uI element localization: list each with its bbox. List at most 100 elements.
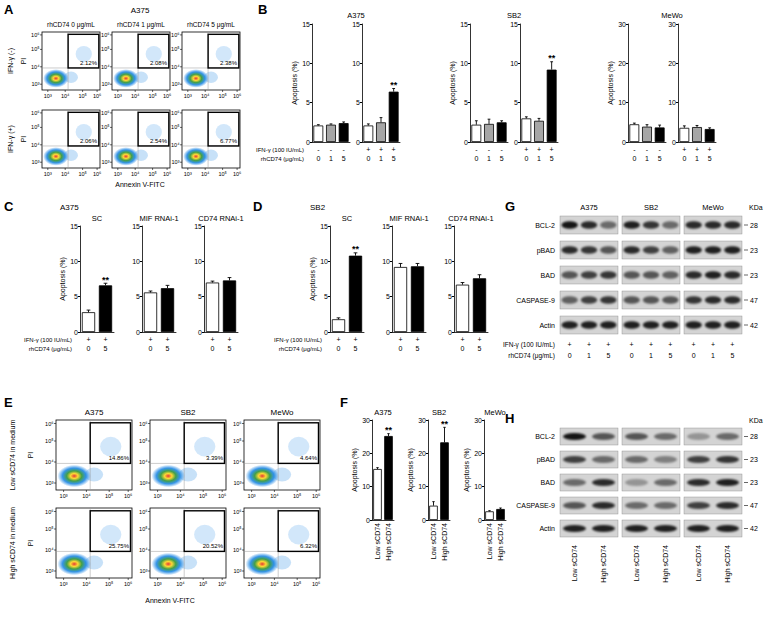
svg-text:SC: SC <box>342 214 353 223</box>
svg-text:10⁴: 10⁴ <box>233 547 242 553</box>
svg-text:23: 23 <box>750 272 758 279</box>
svg-text:10³: 10³ <box>184 171 192 177</box>
svg-text:5: 5 <box>478 345 482 352</box>
svg-text:B: B <box>258 2 267 17</box>
svg-text:SB2: SB2 <box>180 408 196 417</box>
svg-text:MIF RNAi-1: MIF RNAi-1 <box>139 214 178 223</box>
svg-text:0: 0 <box>149 345 153 352</box>
svg-text:10⁴: 10⁴ <box>201 171 210 177</box>
svg-text:pBAD: pBAD <box>537 456 555 464</box>
svg-text:23: 23 <box>750 456 758 463</box>
svg-text:10⁶: 10⁶ <box>312 581 320 587</box>
svg-text:10⁵: 10⁵ <box>78 171 86 177</box>
svg-text:10⁴: 10⁴ <box>61 93 70 99</box>
svg-text:2.12%: 2.12% <box>80 60 98 66</box>
svg-text:3.39%: 3.39% <box>206 455 224 461</box>
svg-text:5: 5 <box>708 155 712 162</box>
svg-text:10⁶: 10⁶ <box>218 493 226 499</box>
svg-text:5: 5 <box>668 352 672 359</box>
svg-text:10⁵: 10⁵ <box>199 581 207 587</box>
svg-text:+: + <box>695 146 699 153</box>
svg-text:+: + <box>606 341 610 348</box>
svg-text:rhCD74 (μg/mL): rhCD74 (μg/mL) <box>508 352 555 360</box>
svg-text:10³: 10³ <box>154 581 162 587</box>
svg-text:BAD: BAD <box>541 479 555 486</box>
svg-text:PI: PI <box>20 58 27 65</box>
svg-text:rhCD74 (μg/mL): rhCD74 (μg/mL) <box>261 156 304 162</box>
svg-text:10³: 10³ <box>248 493 256 499</box>
svg-text:6.32%: 6.32% <box>300 543 318 549</box>
svg-text:KDa: KDa <box>749 204 763 211</box>
svg-text:10³: 10³ <box>60 581 68 587</box>
svg-text:0: 0 <box>337 345 341 352</box>
svg-text:0: 0 <box>622 139 626 146</box>
svg-text:20: 20 <box>618 60 626 67</box>
svg-text:10: 10 <box>362 483 370 490</box>
svg-text:10⁶: 10⁶ <box>312 493 320 499</box>
svg-text:E: E <box>4 395 13 410</box>
svg-text:10: 10 <box>382 258 390 265</box>
svg-text:MIF RNAi-1: MIF RNAi-1 <box>389 214 428 223</box>
svg-text:High sCD74: High sCD74 <box>724 545 732 583</box>
svg-text:10⁵: 10⁵ <box>139 438 147 444</box>
svg-text:-: - <box>646 146 649 153</box>
svg-text:10⁶: 10⁶ <box>171 110 179 116</box>
svg-text:28: 28 <box>750 433 758 440</box>
svg-text:A375: A375 <box>374 408 392 417</box>
svg-text:Apoptosis (%): Apoptosis (%) <box>291 61 299 105</box>
svg-text:10⁵: 10⁵ <box>139 526 147 532</box>
svg-text:+: + <box>692 341 696 348</box>
svg-text:BAD: BAD <box>541 272 555 279</box>
svg-text:47: 47 <box>750 502 758 509</box>
svg-text:10⁶: 10⁶ <box>124 493 132 499</box>
svg-text:+: + <box>649 341 653 348</box>
svg-text:10³: 10³ <box>44 93 52 99</box>
svg-text:+: + <box>392 146 396 153</box>
svg-text:10⁵: 10⁵ <box>293 493 301 499</box>
svg-text:10⁵: 10⁵ <box>148 171 156 177</box>
svg-text:10³: 10³ <box>140 480 148 486</box>
svg-text:-: - <box>658 146 661 153</box>
svg-text:10⁶: 10⁶ <box>218 581 226 587</box>
svg-text:Apoptosis (%): Apoptosis (%) <box>309 257 317 301</box>
svg-text:A375: A375 <box>580 203 598 212</box>
svg-text:+: + <box>460 336 464 343</box>
svg-text:10³: 10³ <box>46 568 54 574</box>
svg-text:Annexin V-FITC: Annexin V-FITC <box>115 181 164 188</box>
svg-text:5: 5 <box>166 345 170 352</box>
svg-text:10⁴: 10⁴ <box>233 459 242 465</box>
svg-text:42: 42 <box>750 322 758 329</box>
svg-text:D: D <box>253 199 262 214</box>
svg-text:+: + <box>708 146 712 153</box>
svg-text:0: 0 <box>682 155 686 162</box>
svg-text:Low sCD74: Low sCD74 <box>571 545 578 581</box>
svg-text:5: 5 <box>228 345 232 352</box>
svg-text:0: 0 <box>524 155 528 162</box>
svg-text:5: 5 <box>730 352 734 359</box>
svg-text:10⁴: 10⁴ <box>270 493 279 499</box>
svg-text:10⁴: 10⁴ <box>176 493 185 499</box>
svg-text:10³: 10³ <box>60 493 68 499</box>
svg-text:High sCD74: High sCD74 <box>385 523 393 561</box>
svg-text:10: 10 <box>444 258 452 265</box>
svg-text:1: 1 <box>695 155 699 162</box>
svg-text:PI: PI <box>27 540 34 547</box>
svg-text:0: 0 <box>356 139 360 146</box>
svg-text:10³: 10³ <box>172 81 180 87</box>
svg-text:20: 20 <box>362 450 370 457</box>
svg-text:IFN-γ (100 IU/mL): IFN-γ (100 IU/mL) <box>274 337 322 343</box>
svg-text:-: - <box>633 146 636 153</box>
svg-text:10⁵: 10⁵ <box>31 46 39 52</box>
svg-text:5: 5 <box>416 345 420 352</box>
svg-text:**: ** <box>548 53 556 63</box>
svg-text:10⁴: 10⁴ <box>82 581 91 587</box>
svg-text:0: 0 <box>74 329 78 336</box>
svg-text:42: 42 <box>750 525 758 532</box>
svg-text:10⁶: 10⁶ <box>233 421 241 427</box>
svg-text:15: 15 <box>444 223 452 230</box>
svg-text:0: 0 <box>692 352 696 359</box>
svg-text:10⁵: 10⁵ <box>233 526 241 532</box>
svg-text:10⁶: 10⁶ <box>101 110 109 116</box>
svg-text:28: 28 <box>750 222 758 229</box>
svg-text:0: 0 <box>514 139 518 146</box>
